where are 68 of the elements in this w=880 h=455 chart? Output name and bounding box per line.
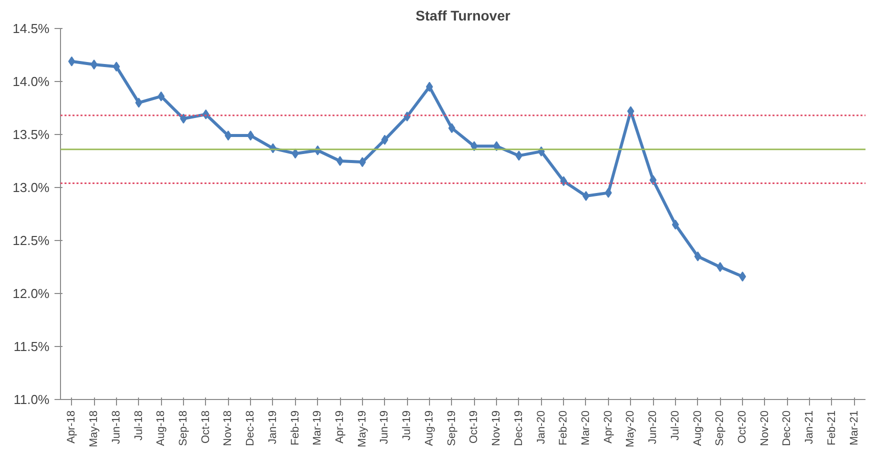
x-tick-label: Jul-19 — [401, 410, 414, 440]
point — [604, 188, 612, 198]
x-tick-label: Jan-19 — [266, 410, 279, 444]
x-tick-label: Feb-19 — [289, 410, 302, 446]
x-tick-label: Dec-18 — [244, 410, 257, 446]
point — [292, 148, 299, 159]
x-tick-label: Sep-18 — [177, 410, 190, 446]
x-tick-label: Mar-20 — [580, 410, 592, 446]
x-tick-label: Jul-20 — [669, 410, 682, 440]
y-tick-label: 13.0% — [12, 180, 50, 195]
x-tick-label: Oct-18 — [200, 410, 212, 444]
point — [448, 123, 456, 134]
y-tick-label: 14.5% — [12, 21, 50, 36]
x-tick-label: Jun-19 — [378, 410, 391, 444]
x-tick-label: Apr-18 — [66, 410, 78, 444]
x-tick-label: Jun-20 — [647, 410, 660, 444]
point — [90, 60, 98, 70]
y-tick-label: 11.0% — [14, 392, 50, 407]
x-tick-label: Dec-19 — [512, 410, 525, 446]
chart-title: Staff Turnover — [416, 8, 511, 24]
point — [180, 114, 187, 124]
x-tick-label: Sep-19 — [446, 410, 458, 446]
point — [739, 272, 746, 282]
point — [694, 251, 702, 262]
point — [224, 130, 232, 141]
x-tick-label: May-20 — [624, 410, 637, 448]
x-tick-label: Nov-20 — [758, 410, 771, 446]
x-tick-label: Apr-19 — [334, 410, 346, 444]
point — [158, 91, 165, 102]
point — [560, 176, 568, 186]
x-tick-label: Feb-20 — [558, 410, 570, 446]
point — [358, 157, 366, 168]
y-tick-label: 12.0% — [12, 286, 50, 301]
point — [112, 62, 120, 72]
x-tick-label: Jun-18 — [110, 410, 122, 444]
x-tick-label: Sep-20 — [714, 410, 726, 446]
y-tick-label: 13.5% — [12, 127, 50, 142]
x-tick-label: Feb-21 — [826, 410, 838, 446]
x-tick-label: May-19 — [356, 410, 368, 448]
x-tick-label: Mar-19 — [312, 410, 324, 446]
x-tick-label: May-18 — [88, 410, 100, 448]
x-tick-label: Dec-20 — [781, 410, 794, 446]
y-tick-label: 14.0% — [12, 74, 50, 89]
point — [672, 220, 679, 230]
point — [582, 190, 590, 201]
x-tick-label: Oct-19 — [468, 410, 480, 444]
point — [650, 175, 657, 186]
point — [68, 56, 76, 66]
x-tick-label: Aug-18 — [155, 410, 168, 446]
point — [515, 150, 522, 161]
point — [336, 156, 344, 166]
x-tick-label: Aug-19 — [423, 410, 436, 446]
point — [135, 98, 142, 108]
x-tick-label: Jan-20 — [535, 410, 548, 444]
y-tick-label: 11.5% — [14, 339, 50, 354]
y-tick-label: 12.5% — [12, 233, 50, 248]
x-tick-label: Jul-18 — [132, 410, 145, 440]
x-tick-label: Jan-21 — [804, 410, 816, 444]
x-tick-label: Nov-19 — [490, 410, 503, 446]
point — [247, 130, 254, 141]
x-tick-label: Mar-21 — [848, 410, 860, 446]
x-tick-label: Oct-20 — [736, 410, 749, 444]
x-tick-label: Nov-18 — [222, 410, 234, 446]
point — [716, 262, 724, 272]
x-tick-label: Apr-20 — [602, 410, 614, 444]
point — [426, 82, 433, 92]
point — [381, 134, 388, 145]
x-tick-label: Aug-20 — [692, 410, 704, 446]
